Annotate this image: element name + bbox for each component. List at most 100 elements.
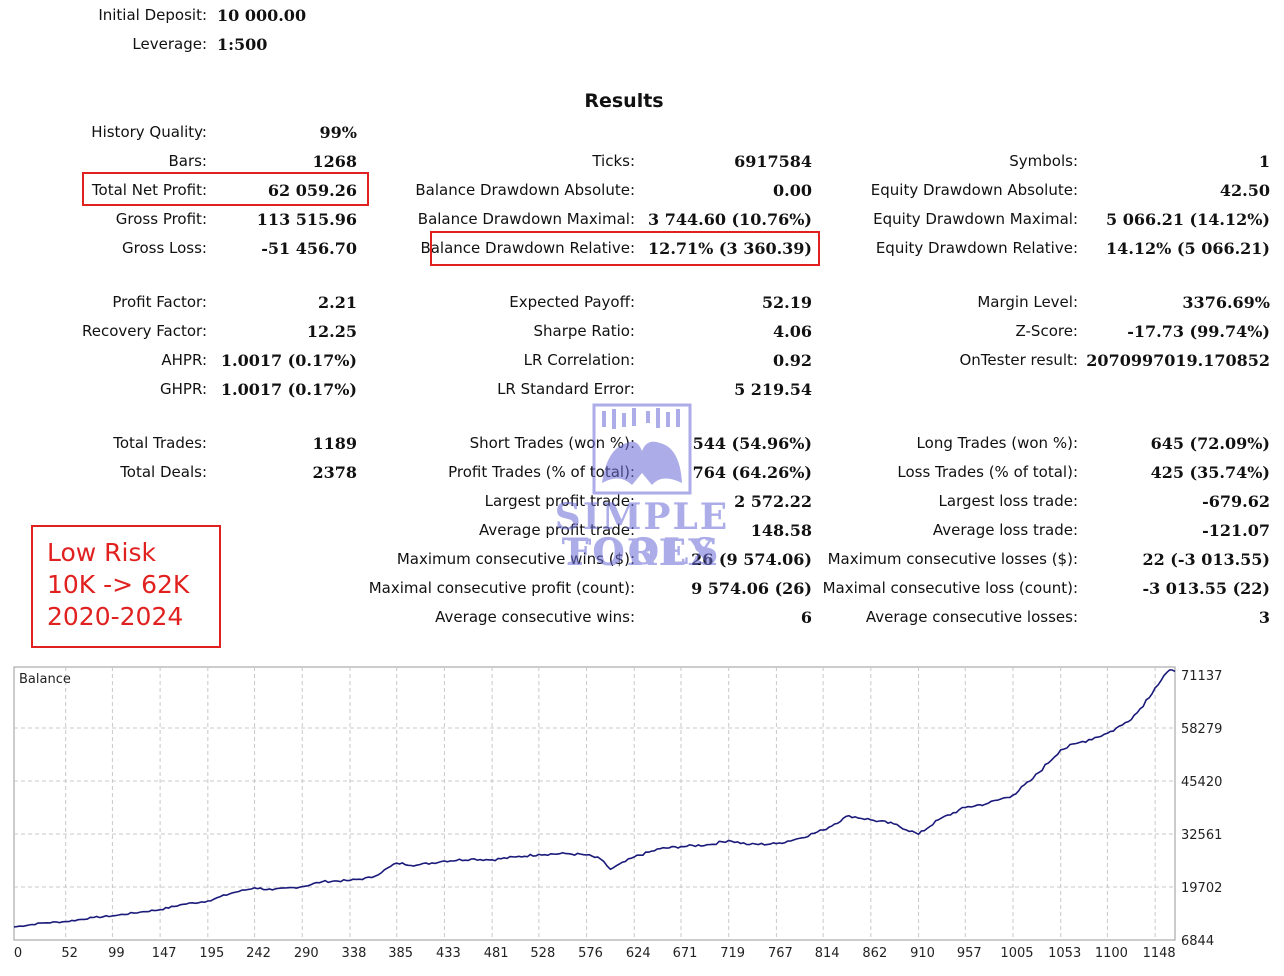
z-score-value: -17.73 (99.74%): [1127, 322, 1270, 341]
margin-level-value: 3376.69%: [1182, 293, 1270, 312]
y-tick-label: 6844: [1181, 934, 1214, 949]
leverage-value: 1:500: [217, 35, 268, 54]
average-profit-trade-label: Average profit trade:: [478, 521, 635, 539]
loss-trades-of-total-label: Loss Trades (% of total):: [897, 463, 1078, 481]
x-tick-label: 624: [626, 946, 651, 961]
largest-profit-trade-value: 2 572.22: [734, 492, 812, 511]
x-tick-label: 862: [862, 946, 887, 961]
annotation-line3: 2020-2024: [47, 602, 184, 631]
equity-drawdown-maximal-label: Equity Drawdown Maximal:: [873, 210, 1078, 228]
chart-plot-area: [13, 666, 1176, 941]
ghpr-label: GHPR:: [160, 380, 207, 398]
x-tick-label: 338: [342, 946, 367, 961]
leverage-label: Leverage:: [132, 35, 207, 53]
ticks-label: Ticks:: [592, 152, 635, 170]
x-tick-label: 528: [530, 946, 555, 961]
average-loss-trade-label: Average loss trade:: [932, 521, 1078, 539]
bars-value: 1268: [312, 152, 357, 171]
equity-drawdown-maximal-value: 5 066.21 (14.12%): [1106, 210, 1270, 229]
x-tick-label: 481: [484, 946, 509, 961]
chart-title: Balance: [19, 672, 71, 687]
x-tick-label: 671: [673, 946, 698, 961]
balance-chart: 71137 58279 45420 32561 19702 6844 0 52 99 147 195…: [13, 666, 1222, 961]
gross-profit-value: 113 515.96: [256, 210, 357, 229]
ahpr-value: 1.0017 (0.17%): [220, 351, 357, 370]
average-loss-trade-value: -121.07: [1202, 521, 1270, 540]
ticks-value: 6917584: [734, 152, 812, 171]
lr-correlation-value: 0.92: [773, 351, 812, 370]
balance-drawdown-relative-value: 12.71% (3 360.39): [648, 239, 812, 258]
annotation-box: Low Risk 10K -> 62K 2020-2024: [31, 525, 221, 648]
gross-loss-label: Gross Loss:: [122, 239, 207, 257]
x-tick-label: 147: [152, 946, 177, 961]
maximal-consecutive-loss-count-label: Maximal consecutive loss (count):: [822, 579, 1078, 597]
x-tick-label: 1100: [1095, 946, 1128, 961]
average-consecutive-wins-value: 6: [800, 608, 812, 627]
balance-drawdown-maximal-value: 3 744.60 (10.76%): [648, 210, 812, 229]
symbols-label: Symbols:: [1009, 152, 1078, 170]
sharpe-ratio-label: Sharpe Ratio:: [533, 322, 635, 340]
loss-trades-of-total-value: 425 (35.74%): [1150, 463, 1270, 482]
maximal-consecutive-loss-count-value: -3 013.55 (22): [1142, 579, 1270, 598]
x-tick-label: 814: [815, 946, 840, 961]
total-net-profit-value: 62 059.26: [267, 181, 357, 200]
x-tick-label: 0: [14, 946, 22, 961]
largest-loss-trade-value: -679.62: [1202, 492, 1270, 511]
balance-series-line: [13, 669, 1176, 928]
x-tick-label: 719: [720, 946, 745, 961]
ahpr-label: AHPR:: [161, 351, 207, 369]
profit-trades-of-total-label: Profit Trades (% of total):: [448, 463, 635, 481]
lr-correlation-label: LR Correlation:: [523, 351, 635, 369]
expected-payoff-value: 52.19: [761, 293, 812, 312]
ontester-result-label: OnTester result:: [959, 351, 1078, 369]
x-tick-label: 290: [294, 946, 319, 961]
profit-trades-of-total-value: 764 (64.26%): [692, 463, 812, 482]
balance-drawdown-relative-label: Balance Drawdown Relative:: [420, 239, 635, 257]
symbols-value: 1: [1258, 152, 1270, 171]
maximum-consecutive-wins-label: Maximum consecutive wins ($):: [396, 550, 635, 568]
maximum-consecutive-losses-label: Maximum consecutive losses ($):: [827, 550, 1078, 568]
total-trades-label: Total Trades:: [113, 434, 207, 452]
watermark: SIMPLE FOREX TOOLS: [478, 403, 806, 573]
recovery-factor-value: 12.25: [306, 322, 357, 341]
history-quality-label: History Quality:: [91, 123, 207, 141]
long-trades-won-value: 645 (72.09%): [1150, 434, 1270, 453]
y-tick-label: 58279: [1181, 722, 1222, 737]
total-trades-value: 1189: [312, 434, 357, 453]
x-tick-label: 195: [199, 946, 224, 961]
y-tick-label: 71137: [1181, 669, 1222, 684]
profit-factor-value: 2.21: [318, 293, 357, 312]
x-tick-label: 1148: [1143, 946, 1176, 961]
maximal-consecutive-profit-count-label: Maximal consecutive profit (count):: [368, 579, 635, 597]
total-deals-value: 2378: [312, 463, 357, 482]
history-quality-value: 99%: [319, 123, 357, 142]
x-tick-label: 433: [436, 946, 461, 961]
sharpe-ratio-value: 4.06: [773, 322, 812, 341]
y-tick-label: 19702: [1181, 881, 1222, 896]
short-trades-won-label: Short Trades (won %):: [469, 434, 635, 452]
gross-profit-label: Gross Profit:: [115, 210, 207, 228]
balance-drawdown-maximal-label: Balance Drawdown Maximal:: [417, 210, 635, 228]
equity-drawdown-absolute-label: Equity Drawdown Absolute:: [870, 181, 1078, 199]
x-tick-label: 957: [957, 946, 982, 961]
profit-factor-label: Profit Factor:: [112, 293, 207, 311]
x-tick-label: 576: [578, 946, 603, 961]
initial-deposit-value: 10 000.00: [217, 6, 307, 25]
margin-level-label: Margin Level:: [977, 293, 1078, 311]
short-trades-won-value: 544 (54.96%): [692, 434, 812, 453]
equity-drawdown-relative-value: 14.12% (5 066.21): [1106, 239, 1270, 258]
equity-drawdown-absolute-value: 42.50: [1219, 181, 1270, 200]
total-net-profit-label: Total Net Profit:: [91, 181, 207, 199]
balance-drawdown-absolute-label: Balance Drawdown Absolute:: [415, 181, 635, 199]
total-deals-label: Total Deals:: [120, 463, 207, 481]
gross-loss-value: -51 456.70: [261, 239, 357, 258]
x-tick-label: 1053: [1048, 946, 1081, 961]
x-tick-label: 1005: [1000, 946, 1033, 961]
bars-label: Bars:: [168, 152, 207, 170]
y-tick-label: 45420: [1181, 775, 1222, 790]
expected-payoff-label: Expected Payoff:: [509, 293, 635, 311]
lr-standard-error-value: 5 219.54: [734, 380, 812, 399]
initial-deposit-label: Initial Deposit:: [98, 6, 207, 24]
x-tick-label: 767: [768, 946, 793, 961]
z-score-label: Z-Score:: [1015, 322, 1079, 340]
